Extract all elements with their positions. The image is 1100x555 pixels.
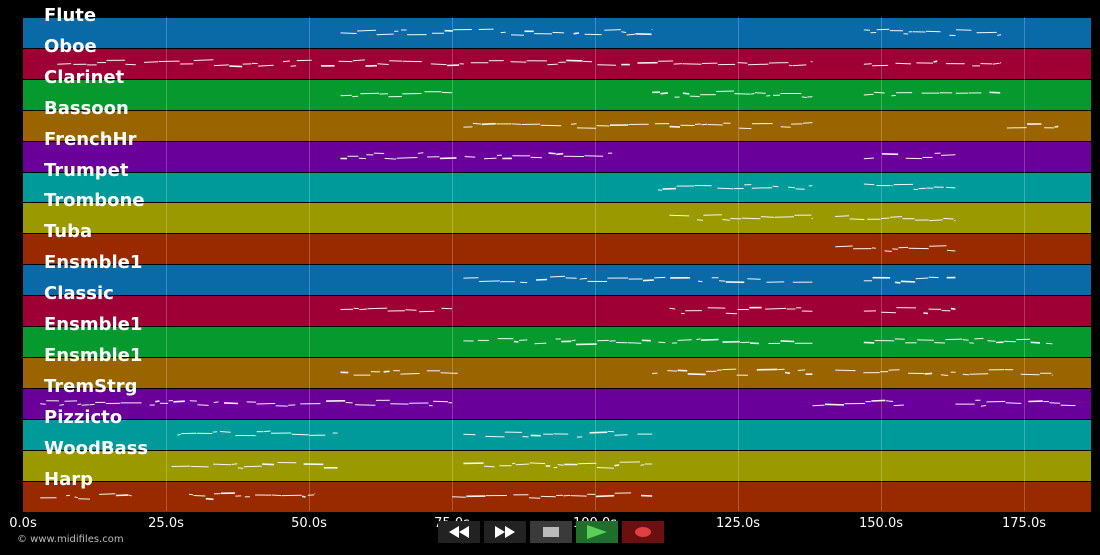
play-button[interactable] [576, 521, 618, 543]
track-lane[interactable] [23, 140, 1091, 172]
track-lane[interactable] [23, 171, 1091, 203]
track-label: Pizzicto [44, 406, 123, 428]
track-lane[interactable] [23, 109, 1091, 142]
track-lane[interactable] [23, 418, 1091, 451]
fast-forward-icon [495, 526, 515, 538]
track-label: Flute [44, 5, 97, 26]
track-label: Tuba [44, 221, 93, 243]
track-label: Ensmble1 [44, 252, 143, 274]
fast-forward-button[interactable] [484, 521, 526, 543]
track-label: Clarinet [44, 66, 125, 88]
track-lane[interactable] [23, 295, 1091, 327]
record-button[interactable] [622, 521, 664, 543]
track-lane[interactable] [23, 356, 1091, 389]
track-lane[interactable] [23, 264, 1091, 296]
transport-controls [438, 521, 664, 543]
track-lane[interactable] [23, 449, 1091, 481]
track-lane[interactable] [23, 202, 1091, 234]
time-tick-label: 125.0s [716, 516, 760, 531]
track-label: Bassoon [44, 97, 129, 119]
track-label: TremStrg [44, 375, 138, 397]
track-lanes [23, 17, 1091, 512]
track-label: WoodBass [44, 437, 149, 459]
time-tick-label: 175.0s [1002, 516, 1046, 531]
track-lane[interactable] [23, 387, 1091, 420]
track-label: Classic [44, 283, 114, 305]
stop-icon [543, 527, 559, 537]
track-lane[interactable] [23, 480, 1091, 512]
time-tick-label: 50.0s [291, 516, 327, 531]
track-lane[interactable] [23, 233, 1091, 265]
track-lane[interactable] [23, 47, 1091, 80]
track-label: Trumpet [44, 159, 129, 181]
track-label: Oboe [44, 35, 97, 57]
track-label: Harp [44, 468, 93, 490]
track-label: Trombone [44, 190, 145, 212]
track-label: FrenchHr [44, 128, 137, 150]
time-tick-label: 25.0s [148, 516, 184, 531]
stop-button[interactable] [530, 521, 572, 543]
rewind-button[interactable] [438, 521, 480, 543]
track-lane[interactable] [23, 326, 1091, 358]
track-lane[interactable] [23, 17, 1091, 49]
play-icon [587, 525, 607, 539]
record-icon [635, 527, 651, 537]
track-label: Ensmble1 [44, 314, 143, 335]
rewind-icon [449, 526, 469, 538]
time-tick-label: 0.0s [9, 516, 37, 531]
time-tick-label: 150.0s [859, 516, 903, 531]
track-lane[interactable] [23, 78, 1091, 111]
track-label: Ensmble1 [44, 344, 143, 366]
copyright-text: © www.midifiles.com [17, 534, 124, 545]
